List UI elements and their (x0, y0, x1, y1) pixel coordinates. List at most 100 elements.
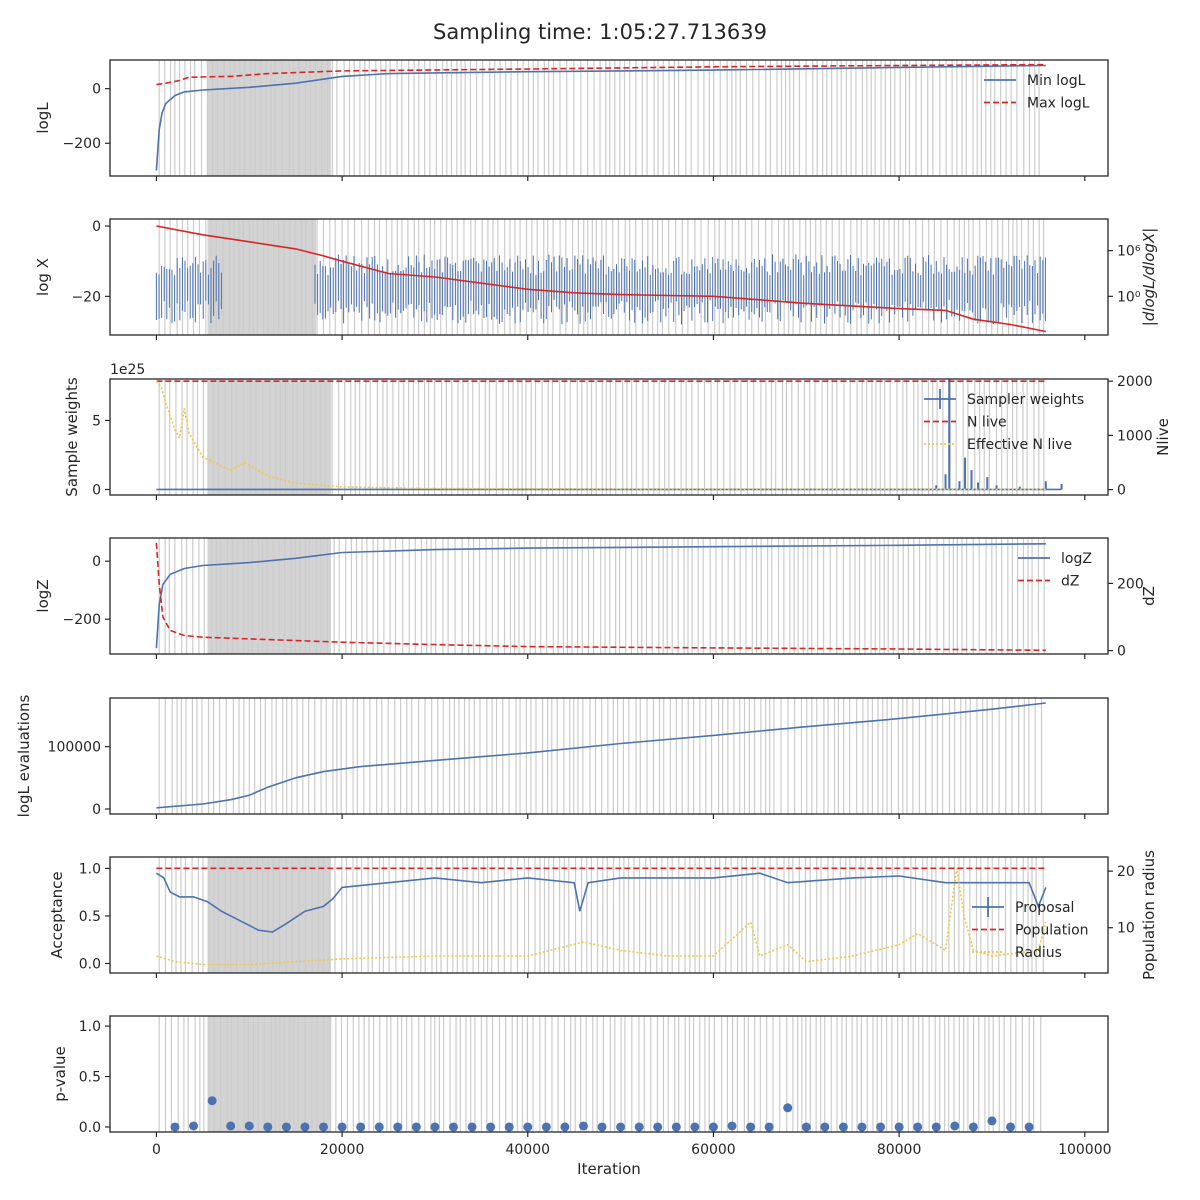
legend-label: Max logL (1027, 96, 1090, 112)
y2-tick-label: 200 (1117, 576, 1144, 592)
shaded-region (207, 219, 317, 335)
data-point (634, 1122, 644, 1132)
data-point (653, 1122, 663, 1132)
y-tick-label: 0.5 (79, 909, 101, 925)
plot-area (155, 857, 1047, 973)
data-point (393, 1122, 403, 1132)
y-tick-label: −200 (63, 612, 101, 628)
data-point (783, 1103, 793, 1113)
legend-label: Population (1015, 923, 1089, 939)
shaded-region (207, 1016, 331, 1132)
data-point (319, 1122, 329, 1132)
y-axis-label: logL (34, 102, 52, 134)
derivative-trace (155, 254, 1046, 325)
y-tick-label: 5 (92, 413, 101, 429)
y-tick-label: 1.0 (79, 861, 101, 877)
x-tick-label: 80000 (877, 1142, 922, 1158)
y-tick-label: 0.5 (79, 1070, 101, 1086)
panel-7: 0.0 0.5 1.0 0 20000 40000 60000 80000 100000 p-va… (51, 1015, 1112, 1178)
figure-title: Sampling time: 1:05:27.713639 (433, 20, 767, 44)
axes-frame (109, 697, 1109, 815)
panel-6: 0.0 0.5 1.0 10 20 Acceptance Population radius… (48, 850, 1158, 980)
legend-label: Proposal (1015, 900, 1074, 916)
data-point (300, 1122, 310, 1132)
y-tick-label: 0 (92, 219, 101, 235)
data-point (374, 1122, 384, 1132)
y2-axis-label: dZ (1140, 586, 1158, 606)
axes-frame (109, 218, 1109, 336)
legend-label: N live (967, 415, 1007, 431)
data-point (189, 1121, 199, 1131)
axes-frame (109, 856, 1109, 974)
y-axis-label: Sample weights (63, 377, 81, 497)
axes-frame (109, 59, 1109, 177)
panel-2: 0 −20 10⁶ 10⁰ log X |dlogL/dlogX| (34, 218, 1158, 340)
y2-tick-label: 10⁰ (1117, 289, 1141, 305)
data-point (448, 1122, 458, 1132)
y2-tick-label: 0 (1117, 644, 1126, 660)
data-point (838, 1122, 848, 1132)
data-point (207, 1096, 217, 1106)
legend-label: Min logL (1027, 73, 1086, 89)
data-point (486, 1122, 496, 1132)
x-tick-label: 60000 (691, 1142, 736, 1158)
data-point (968, 1122, 978, 1132)
data-point (541, 1122, 551, 1132)
y2-tick-label: 1000 (1117, 428, 1153, 444)
data-point (801, 1122, 811, 1132)
x-tick-label: 100000 (1058, 1142, 1111, 1158)
y2-tick-label: 0 (1117, 483, 1126, 499)
data-point (727, 1121, 737, 1131)
data-point (504, 1122, 514, 1132)
panel-5: 0 100000 logL evaluations (15, 694, 1109, 819)
x-axis-label: Iteration (577, 1160, 641, 1178)
data-point (411, 1122, 421, 1132)
y2-axis-label: Nlive (1154, 418, 1172, 456)
x-tick-label: 0 (152, 1142, 161, 1158)
data-point (467, 1122, 477, 1132)
data-point (263, 1122, 273, 1132)
plot-area (158, 1016, 1042, 1132)
data-point (857, 1122, 867, 1132)
plot-area (155, 60, 1046, 176)
series-line (155, 64, 1046, 171)
y-tick-label: 0 (92, 82, 101, 98)
panel-4: 0 −200 0 200 logZ dZ logZ dZ (34, 537, 1158, 660)
series-line (156, 868, 1047, 966)
shaded-region (207, 60, 331, 176)
data-point (244, 1121, 254, 1131)
data-point (671, 1122, 681, 1132)
data-point (894, 1122, 904, 1132)
data-point (913, 1122, 923, 1132)
data-point (616, 1122, 626, 1132)
data-point (597, 1122, 607, 1132)
series-line (155, 542, 1046, 652)
shaded-region (207, 538, 331, 654)
data-point (931, 1122, 941, 1132)
plot-area (156, 698, 1046, 814)
y-offset-label: 1e25 (110, 362, 145, 378)
y-tick-label: −20 (71, 289, 101, 305)
plot-area (155, 219, 1046, 335)
series-line (156, 63, 1046, 86)
data-point (226, 1121, 236, 1131)
y-tick-label: 0 (92, 482, 101, 498)
data-point (708, 1122, 718, 1132)
y-tick-label: 0.0 (79, 1120, 101, 1136)
x-tick-label: 20000 (320, 1142, 365, 1158)
data-point (337, 1122, 347, 1132)
series-line (155, 380, 1046, 491)
data-point (578, 1121, 588, 1131)
y-axis-label: p-value (51, 1046, 69, 1102)
axes-frame (109, 378, 1109, 496)
legend-label: dZ (1061, 574, 1079, 590)
y-axis-label: Acceptance (48, 871, 66, 958)
legend-label: Sampler weights (967, 392, 1084, 408)
data-point (560, 1122, 570, 1132)
y-tick-label: 100000 (48, 740, 101, 756)
panel-3: 0 5 0 1000 2000 Sample weights Nlive 1e25 Sample… (63, 362, 1172, 500)
data-point (764, 1122, 774, 1132)
data-point (987, 1116, 997, 1126)
y2-axis-label: Population radius (1140, 850, 1158, 980)
data-point (746, 1122, 756, 1132)
